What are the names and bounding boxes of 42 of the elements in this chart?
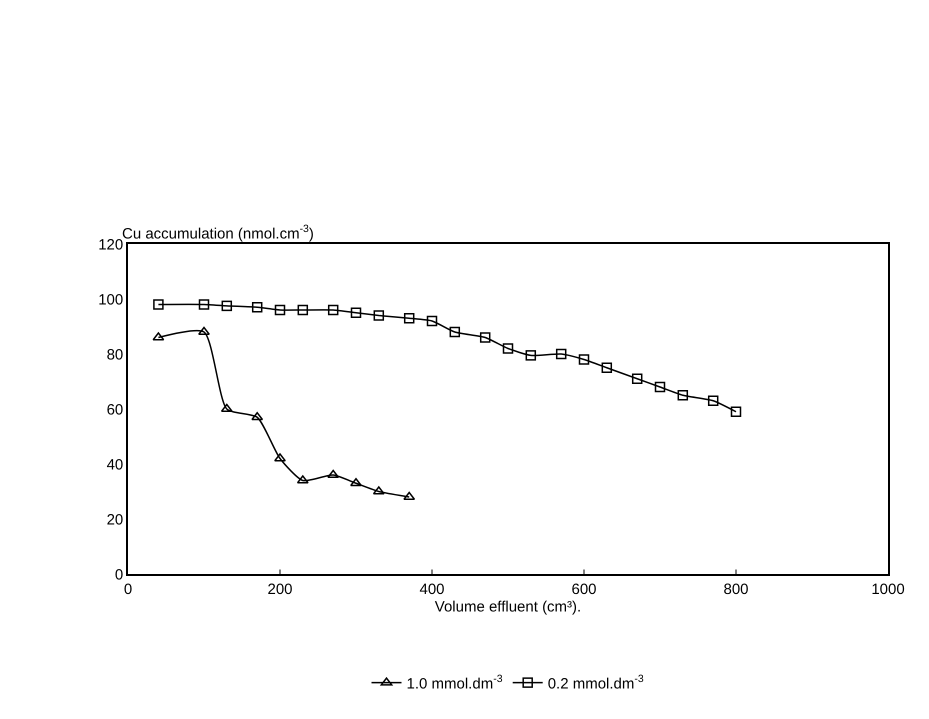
- legend-label: 0.2 mmol.dm$^{-3}$: [548, 673, 644, 692]
- point: [450, 326, 460, 338]
- point: [252, 302, 262, 312]
- point: [274, 304, 286, 316]
- y-tick-label: 120: [98, 236, 124, 254]
- x-tick-label: 1000: [871, 580, 905, 598]
- point: [222, 300, 232, 312]
- point: [578, 354, 590, 365]
- point: [350, 478, 362, 486]
- point: [426, 316, 438, 326]
- x-tick-label: 800: [723, 580, 749, 598]
- x-tick-label: 600: [571, 580, 597, 598]
- y-tick-label: 40: [106, 456, 124, 474]
- point: [274, 453, 286, 462]
- point: [526, 350, 536, 361]
- x-tick-label: 200: [267, 580, 293, 598]
- point: [298, 304, 308, 316]
- point: [654, 382, 666, 392]
- point: [198, 326, 210, 335]
- legend-label: 1.0 mmol.dm$^{-3}$: [406, 673, 503, 692]
- y-tick-label: 0: [114, 566, 124, 584]
- point: [708, 396, 718, 406]
- y-tick-label: 60: [106, 401, 124, 418]
- x-axis-title: Volume effluent (cm³).: [434, 598, 582, 616]
- point: [153, 299, 164, 310]
- point: [480, 332, 490, 343]
- point: [404, 313, 414, 324]
- y-tick-label: 100: [98, 291, 124, 308]
- point: [632, 374, 642, 384]
- point: [730, 406, 742, 417]
- point: [678, 390, 688, 400]
- point: [502, 343, 514, 354]
- point: [198, 299, 210, 310]
- point: [374, 310, 384, 321]
- point: [602, 362, 612, 373]
- point: [556, 348, 566, 360]
- point: [328, 304, 338, 316]
- point: [350, 308, 362, 318]
- y-axis-title: Cu accumulation (nmol.cm$^{-3}$): [122, 223, 314, 242]
- x-tick-label: 400: [419, 580, 445, 598]
- y-tick-label: 80: [106, 346, 124, 364]
- y-tick-label: 20: [106, 511, 124, 528]
